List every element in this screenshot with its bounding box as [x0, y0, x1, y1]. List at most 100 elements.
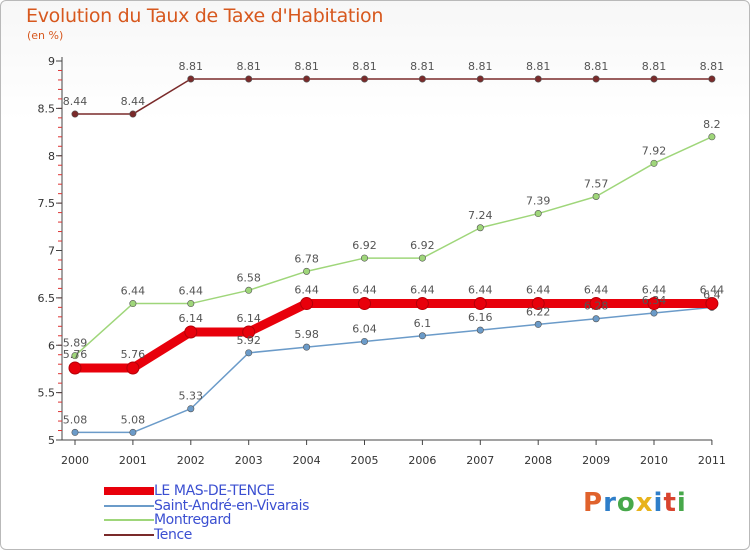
logo-letter: o: [616, 488, 636, 518]
data-point: [473, 297, 487, 311]
x-tick-label: 2003: [235, 454, 263, 467]
legend-item-montregard: Montregard: [104, 513, 309, 528]
data-label: 6.22: [526, 305, 551, 318]
x-tick-label: 2005: [351, 454, 379, 467]
legend-label: Saint-André-en-Vivarais: [154, 497, 309, 514]
logo-letter: x: [635, 488, 654, 518]
data-point: [129, 110, 137, 118]
y-tick-label: 9: [48, 55, 55, 68]
x-tick-label: 2002: [177, 454, 205, 467]
data-label: 6.44: [584, 284, 609, 297]
x-tick-label: 2006: [408, 454, 436, 467]
data-label: 6.58: [236, 271, 261, 284]
legend-item-le-mas-de-tence: LE MAS-DE-TENCE: [104, 484, 309, 499]
data-label: 8.81: [352, 60, 377, 73]
x-tick-label: 2004: [293, 454, 321, 467]
data-label: 7.24: [468, 209, 493, 222]
data-point: [650, 159, 658, 167]
data-point: [589, 297, 603, 311]
data-label: 6.34: [642, 294, 667, 307]
y-tick-label: 5.5: [38, 387, 56, 400]
data-label: 7.57: [584, 177, 609, 190]
data-point: [184, 325, 198, 339]
data-point: [71, 428, 79, 436]
data-label: 5.08: [63, 413, 88, 426]
y-tick-label: 5: [48, 434, 55, 447]
data-point: [358, 297, 371, 311]
data-point: [531, 297, 545, 311]
data-label: 8.81: [410, 60, 435, 73]
data-point: [360, 337, 368, 345]
data-point: [534, 210, 542, 218]
x-tick-label: 2010: [640, 454, 668, 467]
series-line-0: [70, 299, 717, 373]
y-tick-label: 6.5: [38, 292, 56, 305]
data-label: 6.44: [179, 285, 204, 298]
data-label: 6.78: [294, 252, 319, 265]
data-point: [534, 75, 542, 83]
data-label: 8.81: [584, 60, 609, 73]
series-line-2: [74, 136, 713, 357]
data-label: 8.2: [703, 118, 721, 131]
data-label: 5.92: [236, 334, 261, 347]
legend-label: LE MAS-DE-TENCE: [154, 483, 275, 499]
logo-letter: t: [663, 488, 677, 518]
data-point: [534, 320, 542, 328]
proxiti-logo: Proxiti: [583, 488, 687, 518]
data-label: 5.98: [294, 328, 319, 341]
legend-swatch-le-mas-de-tence: [104, 487, 154, 496]
data-point: [650, 309, 658, 317]
logo-letter: i: [653, 488, 664, 518]
data-point: [303, 75, 311, 83]
series-line-3: [74, 78, 713, 115]
data-point: [418, 254, 426, 262]
data-point: [647, 297, 661, 311]
data-label: 6.44: [642, 284, 667, 297]
data-point: [415, 297, 429, 311]
data-label: 8.81: [700, 60, 725, 73]
data-label: 5.33: [179, 390, 204, 403]
data-label: 6.44: [121, 285, 146, 298]
data-point: [68, 361, 82, 375]
data-point: [360, 254, 368, 262]
data-point: [708, 75, 716, 83]
data-point: [187, 75, 195, 83]
data-label: 6.4: [703, 288, 721, 301]
data-label: 6.92: [410, 239, 435, 252]
data-label: 8.81: [526, 60, 551, 73]
y-tick-label: 8.5: [38, 102, 56, 115]
data-point: [71, 352, 79, 360]
data-point: [245, 75, 253, 83]
data-point: [592, 192, 600, 200]
data-point: [300, 297, 314, 311]
legend-swatch-montregard: [104, 519, 154, 522]
data-label: 7.39: [526, 195, 551, 208]
data-label: 6.28: [584, 300, 609, 313]
data-label: 8.81: [642, 60, 667, 73]
data-point: [303, 267, 311, 275]
logo-letter: P: [583, 488, 604, 518]
data-point: [650, 75, 658, 83]
data-label: 6.44: [700, 284, 725, 297]
logo-letter: i: [676, 488, 687, 518]
chart-title: Evolution du Taux de Taxe d'Habitation: [26, 5, 384, 27]
data-label: 8.81: [179, 60, 204, 73]
data-point: [245, 349, 253, 357]
data-label: 6.14: [179, 312, 204, 325]
data-label: 8.81: [236, 60, 261, 73]
data-label: 6.44: [526, 284, 551, 297]
y-tick-label: 7.5: [38, 197, 56, 210]
data-point: [245, 286, 253, 294]
data-point: [418, 332, 426, 340]
chart-subtitle: (en %): [27, 29, 64, 42]
data-point: [476, 326, 484, 334]
x-tick-label: 2000: [61, 454, 89, 467]
data-point: [187, 405, 195, 413]
legend-swatch-tence: [104, 533, 154, 536]
data-label: 8.81: [468, 60, 493, 73]
x-tick-label: 2011: [698, 454, 726, 467]
logo-letter: r: [603, 488, 617, 518]
data-point: [418, 75, 426, 83]
legend-label: Montregard: [154, 512, 231, 528]
y-tick-label: 7: [48, 245, 55, 258]
